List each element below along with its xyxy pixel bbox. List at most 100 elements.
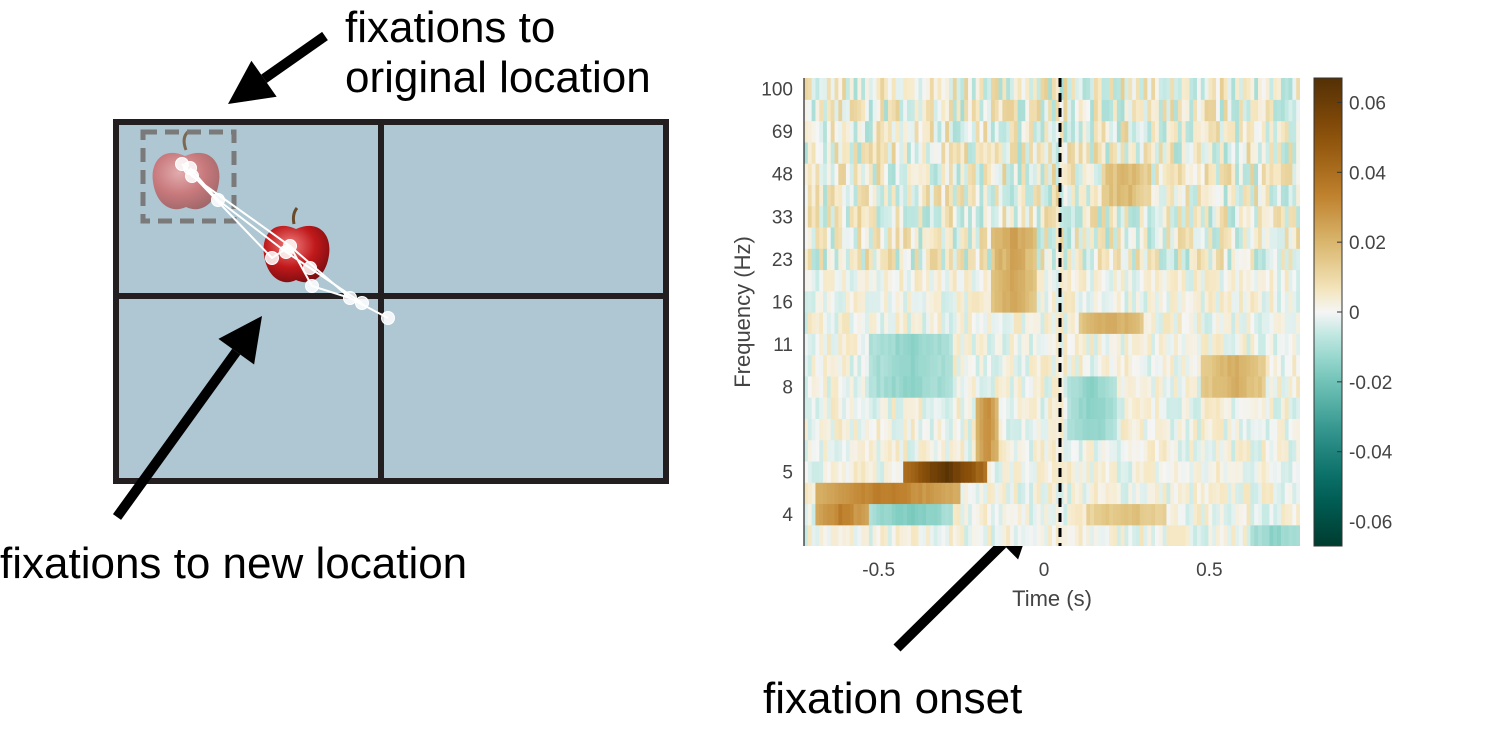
heatmap-cell [1174, 375, 1179, 398]
heatmap-cell [979, 460, 984, 483]
heatmap-cell [1044, 269, 1049, 292]
heatmap-cell [1181, 163, 1187, 185]
heatmap-cell [861, 312, 866, 334]
heatmap-cell [1296, 460, 1300, 483]
heatmap-cell [1158, 163, 1164, 185]
heatmap-cell [1204, 333, 1210, 356]
heatmap-cell [823, 397, 828, 419]
heatmap-cell [872, 290, 878, 313]
heatmap-cell [1296, 312, 1300, 334]
heatmap-cell [1017, 205, 1023, 228]
heatmap-cell [1139, 141, 1145, 164]
heatmap-cell [1040, 482, 1045, 505]
heatmap-cell [819, 99, 824, 122]
heatmap-cell [994, 248, 1000, 271]
heatmap-cell [1120, 120, 1126, 143]
heatmap-cell [880, 375, 885, 398]
heatmap-cell [979, 524, 984, 546]
heatmap-cell [899, 482, 904, 505]
heatmap-cell [1147, 290, 1152, 313]
heatmap-cell [1055, 78, 1061, 100]
heatmap-cell [887, 503, 893, 526]
heatmap-cell [876, 184, 881, 207]
heatmap-cell [1174, 141, 1179, 164]
heatmap-cell [1254, 269, 1259, 292]
heatmap-cell [804, 226, 809, 249]
heatmap-cell [830, 120, 836, 143]
heatmap-cell [1219, 439, 1225, 462]
heatmap-cell [1246, 418, 1251, 441]
heatmap-cell [1158, 524, 1164, 546]
heatmap-cell [849, 375, 855, 398]
heatmap-cell [834, 482, 839, 505]
heatmap-cell [1040, 269, 1045, 292]
heatmap-cell [948, 141, 954, 164]
heatmap-cell [1231, 163, 1236, 185]
heatmap-cell [975, 163, 981, 185]
heatmap-cell [842, 248, 847, 271]
heatmap-cell [815, 503, 820, 526]
heatmap-cell [1025, 503, 1030, 526]
heatmap-cell [937, 397, 942, 419]
heatmap-cell [922, 205, 927, 228]
heatmap-cell [868, 78, 874, 100]
heatmap-cell [887, 226, 893, 249]
heatmap-cell [1055, 141, 1061, 164]
heatmap-cell [1200, 375, 1206, 398]
heatmap-cell [1250, 163, 1255, 185]
heatmap-cell [1078, 460, 1084, 483]
heatmap-cell [1002, 503, 1007, 526]
heatmap-cell [918, 418, 923, 441]
colorbar-tick-label: 0.04 [1349, 163, 1386, 184]
heatmap-cell [1074, 290, 1080, 313]
heatmap-cell [910, 333, 916, 356]
colorbar-tick-label: -0.02 [1349, 373, 1392, 394]
heatmap-cell [876, 99, 881, 122]
heatmap-cell [1227, 312, 1232, 334]
heatmap-cell [948, 482, 954, 505]
heatmap-cell [842, 397, 847, 419]
heatmap-cell [1151, 290, 1156, 313]
heatmap-cell [1006, 375, 1011, 398]
heatmap-cell [987, 354, 992, 377]
heatmap-cell [876, 397, 881, 419]
heatmap-cell [1055, 524, 1061, 546]
heatmap-cell [941, 503, 946, 526]
heatmap-cell [907, 205, 912, 228]
heatmap-cell [907, 354, 912, 377]
heatmap-cell [1143, 333, 1148, 356]
heatmap-cell [1216, 397, 1221, 419]
heatmap-cell [1109, 99, 1114, 122]
heatmap-cell [1200, 418, 1206, 441]
heatmap-cell [807, 375, 813, 398]
heatmap-cell [845, 312, 851, 334]
heatmap-cell [1093, 248, 1099, 271]
heatmap-cell [975, 439, 981, 462]
heatmap-cell [1242, 439, 1248, 462]
heatmap-cell [910, 312, 916, 334]
heatmap-cell [998, 163, 1003, 185]
heatmap-cell [1093, 524, 1099, 546]
heatmap-cell [865, 418, 870, 441]
heatmap-cell [1269, 78, 1274, 100]
heatmap-cell [945, 503, 950, 526]
heatmap-cell [895, 503, 900, 526]
heatmap-cell [975, 460, 981, 483]
heatmap-cell [941, 333, 946, 356]
heatmap-cell [1074, 460, 1080, 483]
heatmap-cell [1212, 120, 1217, 143]
heatmap-cell [861, 333, 866, 356]
heatmap-cell [1044, 78, 1049, 100]
heatmap-cell [983, 163, 988, 185]
heatmap-cell [1258, 439, 1263, 462]
heatmap-cell [891, 439, 897, 462]
heatmap-cell [887, 312, 893, 334]
heatmap-cell [1147, 397, 1152, 419]
heatmap-cell [1048, 439, 1053, 462]
heatmap-cell [804, 333, 809, 356]
heatmap-cell [1128, 120, 1133, 143]
heatmap-cell [941, 375, 946, 398]
heatmap-cell [1170, 184, 1175, 207]
heatmap-cell [952, 290, 958, 313]
heatmap-cell [990, 290, 996, 313]
